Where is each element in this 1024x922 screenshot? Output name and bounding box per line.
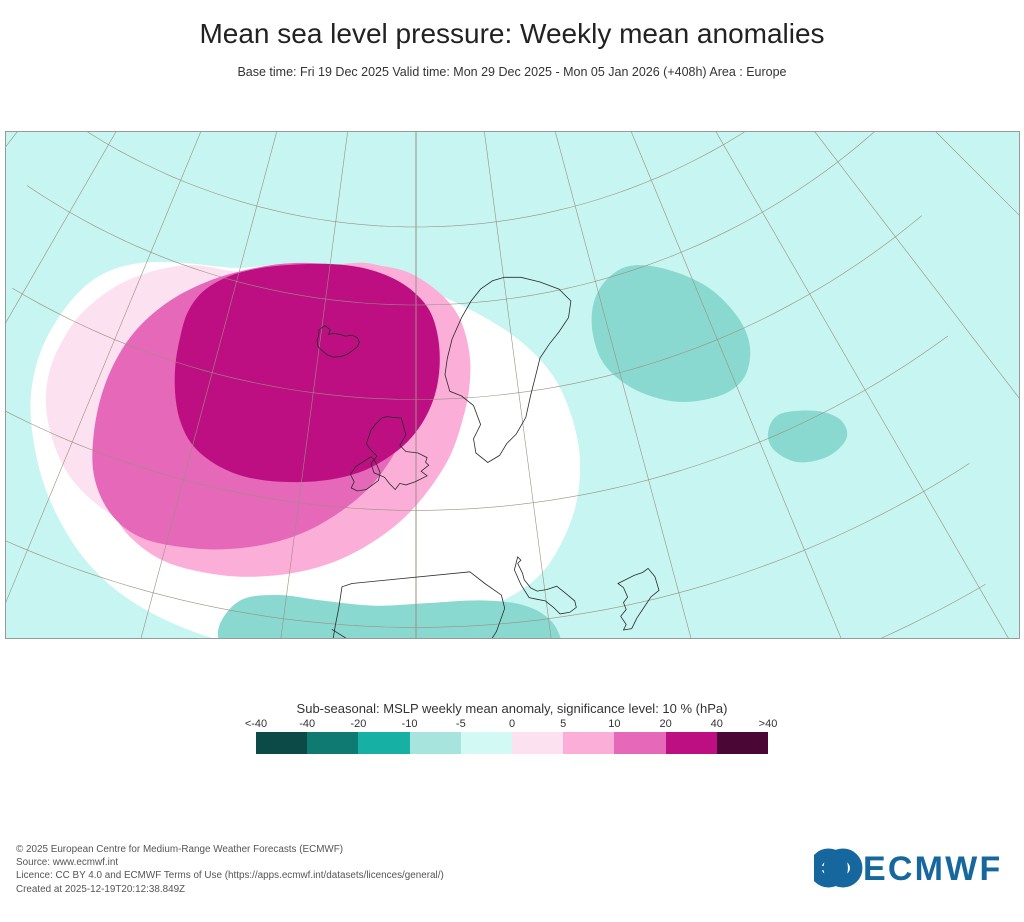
svg-text:ECMWF: ECMWF bbox=[863, 850, 1002, 888]
